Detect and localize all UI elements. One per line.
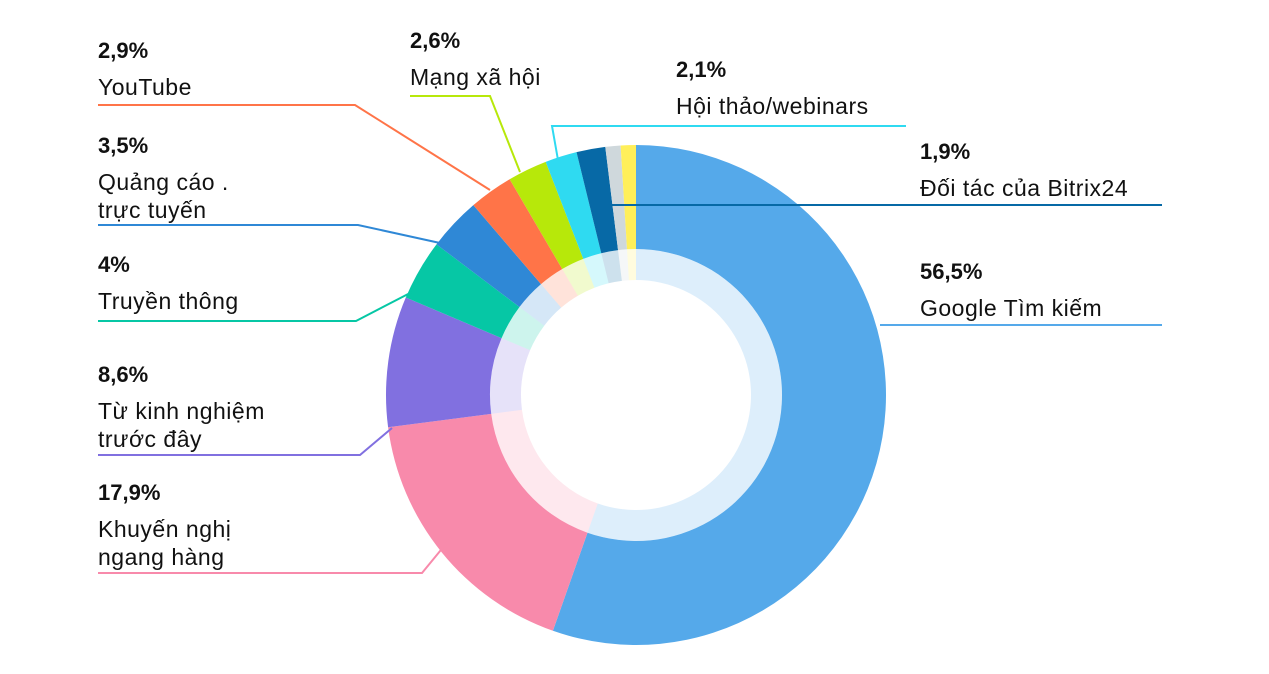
slice-category-label: Hội thảo/webinars bbox=[676, 93, 869, 119]
slice-label-7: 2,1% Hội thảo/webinars bbox=[676, 57, 869, 119]
slice-inner-2 bbox=[490, 338, 531, 414]
slice-6 bbox=[509, 161, 584, 270]
leader-line-5 bbox=[98, 104, 491, 191]
slice-inner-8 bbox=[601, 250, 622, 284]
slice-label-3: 4% Truyền thông bbox=[98, 252, 239, 314]
slice-value-label: 56,5% bbox=[920, 259, 982, 284]
slice-inner-10 bbox=[627, 249, 636, 281]
slice-value-label: 2,6% bbox=[410, 28, 460, 53]
slice-value-label: 8,6% bbox=[98, 362, 148, 387]
slice-9 bbox=[605, 145, 628, 251]
slice-category-label: ngang hàng bbox=[98, 544, 225, 570]
slice-category-label: Mạng xã hội bbox=[410, 64, 541, 90]
slice-5 bbox=[473, 179, 563, 285]
leader-line-6 bbox=[410, 95, 521, 173]
slice-category-label: trước đây bbox=[98, 426, 202, 452]
slice-4 bbox=[436, 205, 542, 308]
slice-category-label: YouTube bbox=[98, 74, 192, 100]
slice-label-8: 1,9% Đối tác của Bitrix24 bbox=[920, 139, 1128, 201]
slice-label-4: 3,5% Quảng cáo .trực tuyến bbox=[98, 133, 229, 223]
leader-line-4 bbox=[98, 224, 441, 244]
slice-category-label: Truyền thông bbox=[98, 288, 239, 314]
slice-category-label: Đối tác của Bitrix24 bbox=[920, 175, 1128, 201]
slice-value-label: 2,1% bbox=[676, 57, 726, 82]
slice-category-label: Google Tìm kiếm bbox=[920, 295, 1102, 321]
slice-label-5: 2,9% YouTube bbox=[98, 38, 192, 100]
slice-inner-5 bbox=[541, 269, 578, 308]
slice-category-label: Từ kinh nghiệm bbox=[98, 398, 265, 424]
slice-7 bbox=[545, 152, 602, 259]
leader-lines bbox=[98, 95, 1162, 574]
leader-line-3 bbox=[98, 291, 413, 322]
slice-2 bbox=[386, 297, 502, 428]
slice-inner-6 bbox=[562, 258, 595, 296]
slice-inner-7 bbox=[583, 253, 609, 288]
slice-value-label: 1,9% bbox=[920, 139, 970, 164]
slice-value-label: 17,9% bbox=[98, 480, 160, 505]
slice-category-label: Khuyến nghị bbox=[98, 516, 231, 542]
slice-value-label: 4% bbox=[98, 252, 130, 277]
slice-labels: 56,5% Google Tìm kiếm 17,9% Khuyến nghịngan… bbox=[98, 28, 1128, 570]
slice-category-label: Quảng cáo . bbox=[98, 169, 229, 195]
slice-10 bbox=[620, 145, 636, 250]
slice-category-label: trực tuyến bbox=[98, 197, 207, 223]
slice-1 bbox=[388, 413, 588, 631]
slice-inner-3 bbox=[501, 307, 545, 351]
leader-line-2 bbox=[98, 427, 393, 456]
slice-label-6: 2,6% Mạng xã hội bbox=[410, 28, 541, 90]
slice-8 bbox=[576, 146, 619, 254]
slice-inner-4 bbox=[519, 284, 562, 326]
slice-inner-0 bbox=[587, 249, 782, 541]
slice-value-label: 3,5% bbox=[98, 133, 148, 158]
slice-label-0: 56,5% Google Tìm kiếm bbox=[920, 259, 1102, 321]
donut-slices bbox=[386, 145, 886, 645]
slice-3 bbox=[405, 244, 520, 339]
leader-line-1 bbox=[98, 516, 469, 574]
slice-inner-1 bbox=[491, 409, 598, 533]
slice-0 bbox=[552, 145, 886, 645]
leader-line-7 bbox=[550, 125, 906, 161]
slice-value-label: 2,9% bbox=[98, 38, 148, 63]
donut-inner-ring bbox=[490, 249, 782, 541]
slice-inner-9 bbox=[618, 249, 629, 281]
